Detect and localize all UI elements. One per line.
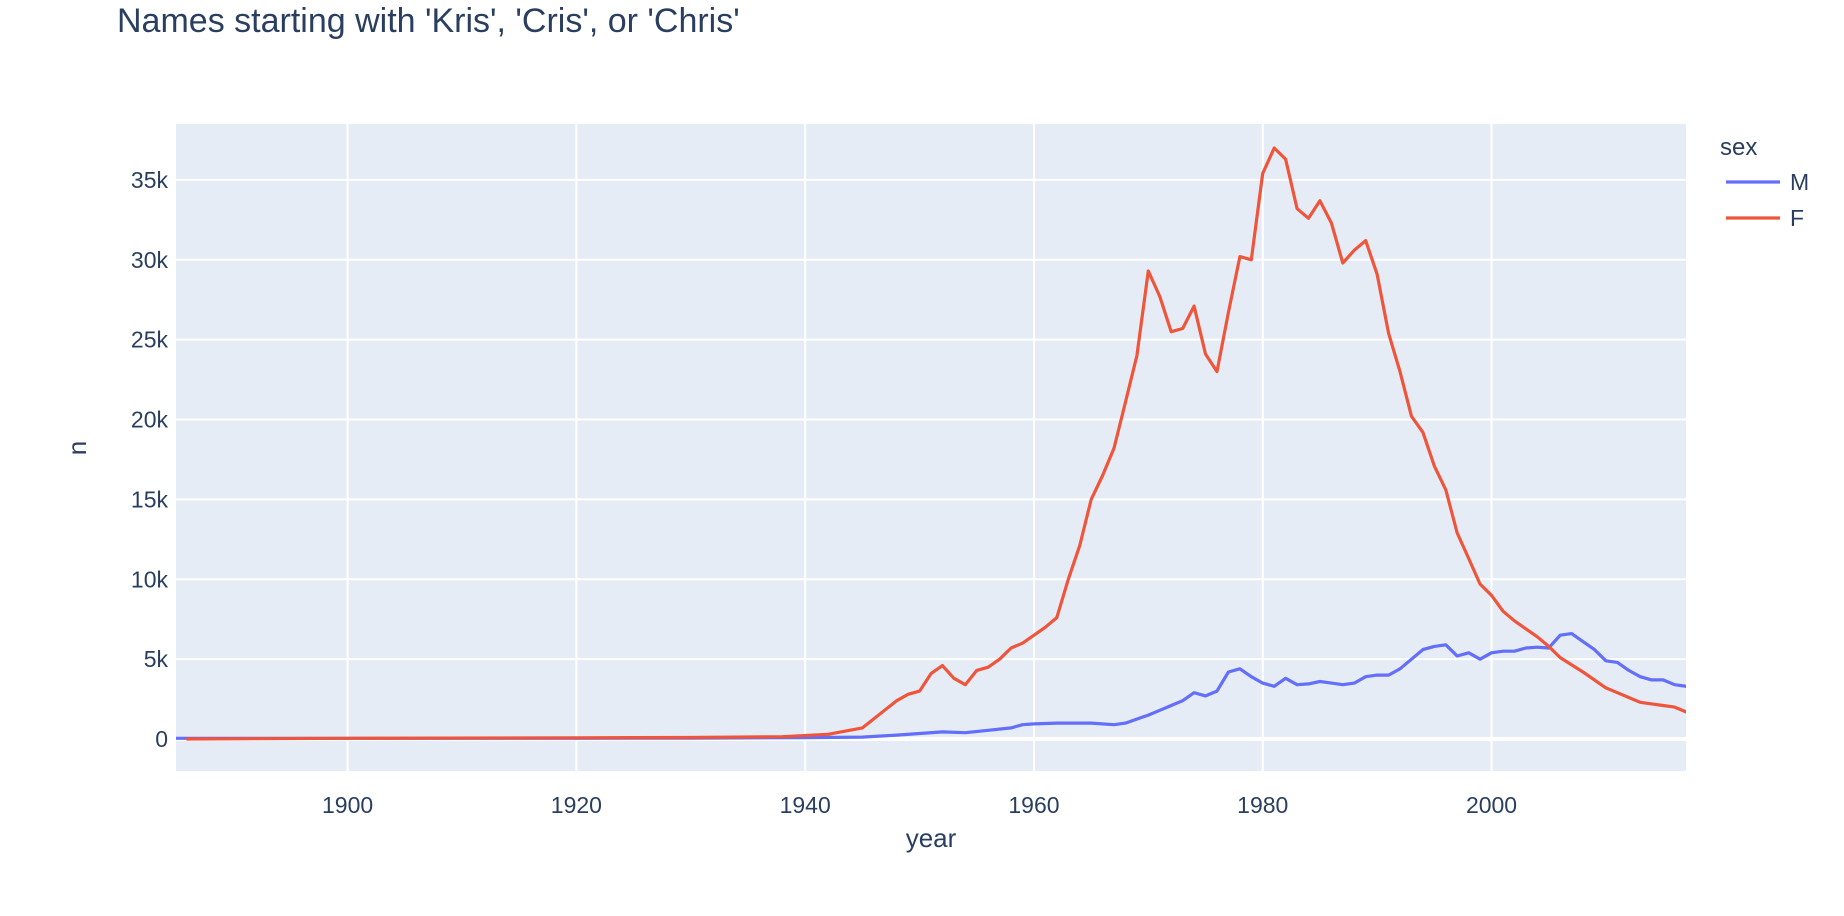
grid: [176, 124, 1686, 771]
y-tick-label: 35k: [131, 167, 169, 193]
x-tick-label: 1960: [1008, 792, 1059, 818]
y-tick-label: 0: [155, 726, 168, 752]
legend-label-m: M: [1790, 169, 1809, 195]
legend: sex MF: [1720, 134, 1809, 231]
legend-title: sex: [1720, 134, 1757, 161]
x-tick-label: 1920: [551, 792, 602, 818]
y-axis-title: n: [62, 441, 92, 455]
x-axis-title: year: [906, 823, 957, 853]
plot-area: [176, 124, 1686, 771]
y-tick-label: 30k: [131, 247, 169, 273]
series-line-f: [185, 146, 1686, 741]
x-tick-label: 1980: [1237, 792, 1288, 818]
chart-title: Names starting with 'Kris', 'Cris', or '…: [117, 2, 740, 40]
x-tick-label: 1940: [780, 792, 831, 818]
y-tick-label: 25k: [131, 327, 169, 353]
series-line-m: [176, 631, 1686, 740]
y-tick-label: 5k: [144, 646, 169, 672]
y-tick-label: 10k: [131, 566, 169, 592]
tick-labels: 1900 1920 1940 1960 1980 2000 0 5k 10k 15k 20k 25k 3…: [131, 167, 1517, 818]
y-tick-label: 15k: [131, 486, 169, 512]
x-tick-label: 2000: [1466, 792, 1517, 818]
y-tick-label: 20k: [131, 407, 169, 433]
series-lines: [176, 146, 1686, 741]
legend-label-f: F: [1790, 205, 1804, 231]
x-tick-label: 1900: [322, 792, 373, 818]
